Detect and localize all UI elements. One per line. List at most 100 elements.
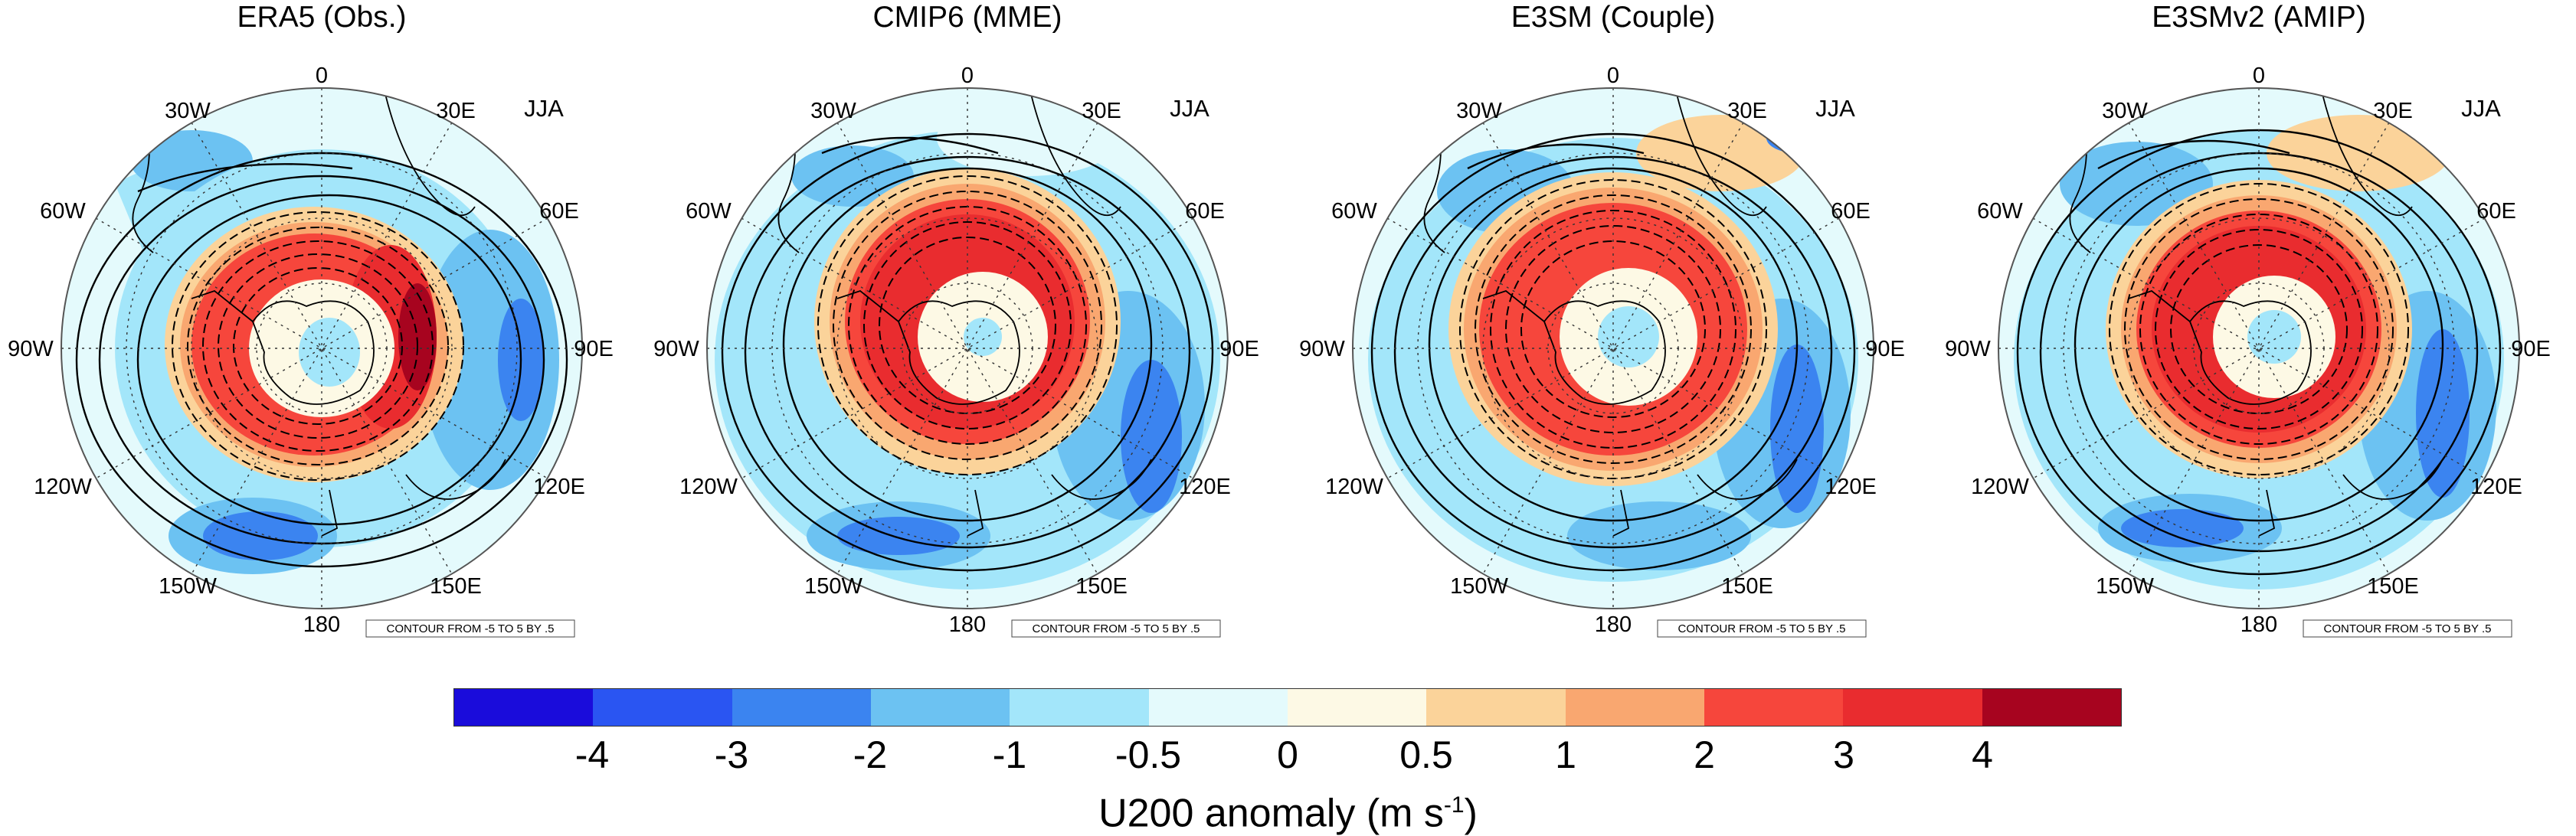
anomaly-region bbox=[398, 283, 437, 390]
lon-label: 60W bbox=[40, 199, 86, 224]
lon-label: 180 bbox=[1595, 612, 1632, 637]
colorbar-segment bbox=[1843, 689, 1982, 726]
colorbar bbox=[453, 688, 2122, 727]
lon-label: 30E bbox=[2373, 99, 2413, 123]
colorbar-segment bbox=[1426, 689, 1566, 726]
lon-label: 120W bbox=[679, 475, 738, 499]
anomaly-region bbox=[964, 318, 1002, 356]
anomaly-region bbox=[2247, 310, 2301, 364]
anomaly-region bbox=[1770, 345, 1824, 513]
colorbar-tick: 0.5 bbox=[1399, 733, 1453, 776]
panel-title: E3SMv2 (AMIP) bbox=[2152, 1, 2366, 34]
colorbar-label-main: U200 anomaly (m s bbox=[1098, 791, 1444, 836]
colorbar-tick: 2 bbox=[1694, 733, 1715, 776]
colorbar-label-end: ) bbox=[1464, 791, 1478, 836]
lon-label: 30W bbox=[2102, 99, 2148, 123]
anomaly-region bbox=[421, 230, 559, 490]
season-label: JJA bbox=[524, 95, 564, 122]
antarctica-coast bbox=[251, 300, 375, 405]
colorbar-segment bbox=[1565, 689, 1704, 726]
anomaly-region bbox=[2416, 329, 2470, 498]
lon-label: 0 bbox=[1607, 64, 1619, 88]
colorbar-tick: 0 bbox=[1277, 733, 1298, 776]
lon-label: 120W bbox=[1325, 475, 1383, 499]
lon-label: 180 bbox=[949, 612, 986, 637]
colorbar-label: U200 anomaly (m s-1) bbox=[0, 782, 2576, 836]
colorbar-segment bbox=[1287, 689, 1427, 726]
anomaly-region bbox=[1598, 306, 1659, 367]
anomaly-region bbox=[1766, 122, 1828, 153]
lon-label: 120W bbox=[1971, 475, 2029, 499]
polar-map: 0 30E 60E 90E 120E 150E 180 150W 120W 90… bbox=[653, 64, 1259, 638]
map-panel-era5: ERA5 (Obs.) bbox=[0, 0, 643, 643]
lon-label: 150E bbox=[1721, 574, 1773, 599]
colorbar-tick: -4 bbox=[574, 733, 610, 776]
colorbar-tick: 1 bbox=[1555, 733, 1576, 776]
colorbar-tick: -0.5 bbox=[1115, 733, 1182, 776]
lon-label: 150W bbox=[804, 574, 862, 599]
colorbar-tick: 3 bbox=[1833, 733, 1854, 776]
lon-label: 120E bbox=[533, 475, 585, 499]
lon-label: 150E bbox=[1075, 574, 1128, 599]
season-label: JJA bbox=[2461, 95, 2501, 122]
colorbar-segment bbox=[870, 689, 1010, 726]
map-panel-cmip6: CMIP6 (MME) bbox=[646, 0, 1289, 643]
contour-info: CONTOUR FROM -5 TO 5 BY .5 bbox=[1033, 622, 1200, 635]
contour-info: CONTOUR FROM -5 TO 5 BY .5 bbox=[1678, 622, 1846, 635]
polar-map: 0 30E 60E 90E 120E 150E 180 150W 120W 90… bbox=[1945, 64, 2551, 638]
antarctica-coast bbox=[2188, 300, 2312, 405]
lon-label: 60W bbox=[1977, 199, 2023, 224]
lon-label: 60E bbox=[1185, 199, 1225, 224]
panel-title: ERA5 (Obs.) bbox=[237, 1, 407, 34]
lon-label: 180 bbox=[303, 612, 340, 637]
lon-label: 0 bbox=[316, 64, 328, 88]
lon-label: 120E bbox=[1825, 475, 1877, 499]
colorbar-segment bbox=[1148, 689, 1288, 726]
colorbar-tick: -3 bbox=[714, 733, 749, 776]
lon-label: 90E bbox=[2511, 337, 2551, 361]
lon-label: 150E bbox=[430, 574, 482, 599]
colorbar-tick: -1 bbox=[992, 733, 1027, 776]
lon-label: 60E bbox=[2476, 199, 2516, 224]
lon-label: 90W bbox=[1945, 337, 1991, 361]
lon-label: 60E bbox=[539, 199, 579, 224]
lon-label: 120E bbox=[1179, 475, 1231, 499]
colorbar-segment bbox=[1704, 689, 1844, 726]
lon-label: 90E bbox=[1219, 337, 1259, 361]
season-label: JJA bbox=[1815, 95, 1855, 122]
lon-label: 150W bbox=[2096, 574, 2154, 599]
lon-label: 30E bbox=[436, 99, 476, 123]
lon-label: 150W bbox=[159, 574, 217, 599]
lon-label: 0 bbox=[2253, 64, 2265, 88]
season-label: JJA bbox=[1170, 95, 1209, 122]
colorbar-tick: 4 bbox=[1972, 733, 1993, 776]
colorbar-segment bbox=[454, 689, 594, 726]
lon-label: 90W bbox=[1299, 337, 1345, 361]
anomaly-region bbox=[837, 517, 960, 555]
lon-label: 90W bbox=[653, 337, 699, 361]
contour-info: CONTOUR FROM -5 TO 5 BY .5 bbox=[2324, 622, 2492, 635]
colorbar-segment bbox=[593, 689, 732, 726]
lon-label: 60W bbox=[1331, 199, 1377, 224]
polar-map: 0 30E 60E 90E 120E 150E 180 150W 120W 90… bbox=[1299, 64, 1905, 638]
colorbar-segment bbox=[732, 689, 871, 726]
map-panel-e3smv2-amip: E3SMv2 (AMIP) bbox=[1937, 0, 2576, 643]
lon-label: 60E bbox=[1831, 199, 1871, 224]
anomaly-region bbox=[1567, 501, 1751, 570]
colorbar-segment bbox=[1982, 689, 2121, 726]
lon-label: 120E bbox=[2470, 475, 2522, 499]
anomaly-region bbox=[1121, 360, 1182, 513]
lon-label: 0 bbox=[961, 64, 974, 88]
panel-title: E3SM (Couple) bbox=[1511, 1, 1716, 34]
lon-label: 30W bbox=[810, 99, 856, 123]
antarctica-coast bbox=[1543, 300, 1666, 405]
lon-label: 30E bbox=[1082, 99, 1121, 123]
map-panel-e3sm-couple: E3SM (Couple) bbox=[1291, 0, 1935, 643]
lon-label: 60W bbox=[686, 199, 732, 224]
lon-label: 90E bbox=[574, 337, 614, 361]
lon-label: 90E bbox=[1865, 337, 1905, 361]
anomaly-region bbox=[2121, 509, 2244, 547]
contour-info: CONTOUR FROM -5 TO 5 BY .5 bbox=[387, 622, 555, 635]
polar-map: 0 30E 60E 90E 120E 150E 180 150W 120W 90… bbox=[8, 64, 614, 638]
lon-label: 30E bbox=[1727, 99, 1767, 123]
